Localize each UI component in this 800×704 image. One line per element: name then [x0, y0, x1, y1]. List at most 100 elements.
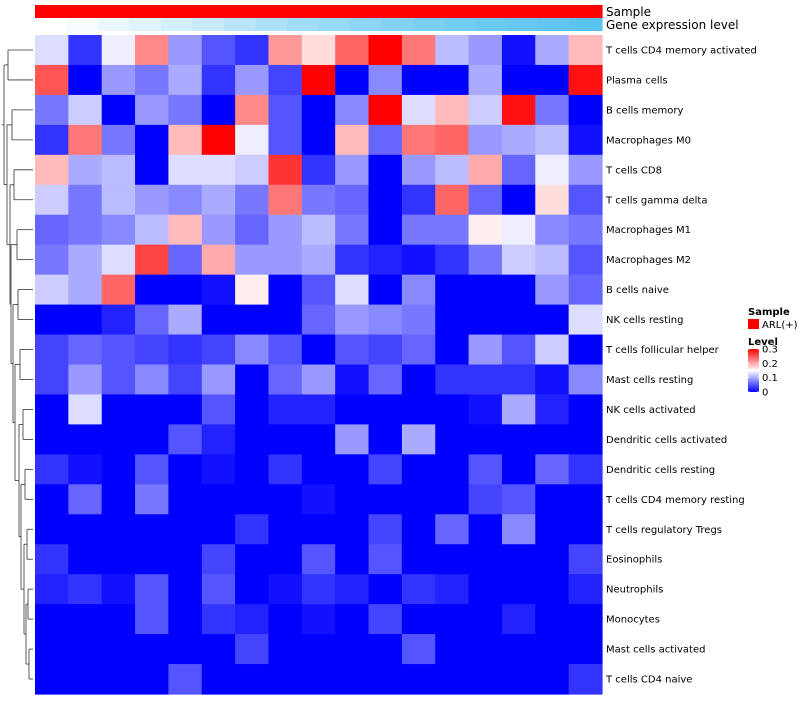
heatmap-cell	[35, 574, 69, 605]
heatmap-cell	[501, 574, 536, 605]
heatmap-cell	[268, 154, 303, 186]
heatmap-cell	[568, 184, 603, 216]
heatmap-cell	[568, 514, 603, 545]
heatmap-cell	[135, 94, 170, 126]
heatmap-cell	[535, 664, 570, 695]
heatmap-cell	[368, 574, 403, 605]
annotation-cell-0-2	[98, 5, 131, 18]
heatmap-cell	[168, 664, 203, 695]
heatmap-cell	[168, 334, 203, 366]
row-label: T cells CD4 naive	[605, 675, 692, 686]
heatmap-cell	[168, 35, 203, 66]
heatmap-cell	[335, 35, 370, 66]
heatmap-cell	[401, 274, 436, 306]
heatmap-cell	[101, 634, 136, 665]
heatmap-cell	[235, 214, 270, 246]
heatmap-cell	[435, 94, 470, 126]
annotation-cell-0-6	[224, 5, 257, 18]
heatmap-cell	[368, 514, 403, 545]
legend-level-tick-label: 0.1	[762, 373, 778, 384]
heatmap-cell	[101, 664, 136, 695]
heatmap-cell	[135, 604, 170, 635]
heatmap-cells	[35, 35, 603, 695]
heatmap-cell	[335, 214, 370, 246]
heatmap-cell	[368, 154, 403, 186]
heatmap-cell	[568, 94, 603, 126]
annotation-label-0: Sample	[606, 5, 651, 19]
heatmap-cell	[301, 214, 336, 246]
heatmap-cell	[68, 154, 103, 186]
heatmap-cell	[535, 334, 570, 366]
heatmap-cell	[268, 94, 303, 126]
heatmap-cell	[568, 574, 603, 605]
heatmap-cell	[235, 604, 270, 635]
heatmap-cell	[235, 574, 270, 605]
annotation-cell-0-15	[507, 5, 540, 18]
heatmap-cell	[435, 214, 470, 246]
annotation-cell-0-11	[381, 5, 414, 18]
annotation-cell-1-4	[161, 18, 194, 31]
heatmap-cell	[201, 124, 236, 156]
heatmap-cell	[435, 244, 470, 276]
heatmap-cell	[235, 304, 270, 336]
heatmap-cell	[568, 364, 603, 396]
heatmap-cell	[168, 124, 203, 156]
row-labels: T cells CD4 memory activated Plasma cells…	[605, 45, 757, 685]
heatmap-cell	[535, 214, 570, 246]
heatmap-cell	[435, 184, 470, 216]
heatmap-cell	[235, 64, 270, 96]
heatmap-cell	[535, 364, 570, 396]
row-label: Plasma cells	[606, 75, 668, 86]
annotation-cell-0-17	[570, 5, 603, 18]
heatmap-cell	[468, 514, 503, 545]
heatmap-cell	[268, 214, 303, 246]
heatmap-cell	[201, 364, 236, 396]
heatmap-cell	[201, 244, 236, 276]
row-label: Dendritic cells resting	[606, 465, 715, 476]
heatmap-cell	[201, 454, 236, 485]
heatmap-cell	[435, 544, 470, 575]
legend-sample-swatch	[748, 319, 759, 329]
heatmap-cell	[135, 124, 170, 156]
row-label: Macrophages M0	[606, 135, 691, 146]
heatmap-cell	[368, 244, 403, 276]
heatmap-cell	[35, 304, 69, 336]
heatmap-cell	[368, 124, 403, 156]
heatmap-cell	[35, 604, 69, 635]
heatmap-cell	[435, 394, 470, 425]
heatmap-cell	[401, 124, 436, 156]
heatmap-cell	[101, 124, 136, 156]
heatmap-cell	[401, 184, 436, 216]
heatmap-cell	[268, 664, 303, 695]
annotation-cell-1-14	[476, 18, 509, 31]
heatmap-cell	[335, 274, 370, 306]
row-label: NK cells resting	[606, 315, 683, 326]
heatmap-cell	[301, 604, 336, 635]
heatmap-cell	[335, 334, 370, 366]
heatmap-cell	[401, 64, 436, 96]
heatmap-cell	[401, 514, 436, 545]
heatmap-cell	[501, 334, 536, 366]
heatmap-cell	[35, 274, 69, 306]
heatmap-cell	[335, 94, 370, 126]
legend-sample-title: Sample	[748, 307, 790, 318]
row-dendrogram	[2, 49, 33, 680]
heatmap-cell	[568, 454, 603, 485]
heatmap-cell	[68, 184, 103, 216]
heatmap-cell	[135, 634, 170, 665]
heatmap-cell	[235, 94, 270, 126]
heatmap-cell	[201, 574, 236, 605]
row-label: T cells gamma delta	[605, 195, 707, 206]
heatmap-cell	[401, 334, 436, 366]
heatmap-cell	[35, 244, 69, 276]
legend-level-title: Level	[748, 337, 778, 348]
heatmap-cell	[301, 274, 336, 306]
heatmap-cell	[335, 454, 370, 485]
heatmap-cell	[168, 364, 203, 396]
heatmap-cell	[101, 364, 136, 396]
heatmap-cell	[268, 514, 303, 545]
heatmap-cell	[135, 244, 170, 276]
heatmap-cell	[535, 514, 570, 545]
heatmap-cell	[535, 274, 570, 306]
heatmap-cell	[401, 394, 436, 425]
